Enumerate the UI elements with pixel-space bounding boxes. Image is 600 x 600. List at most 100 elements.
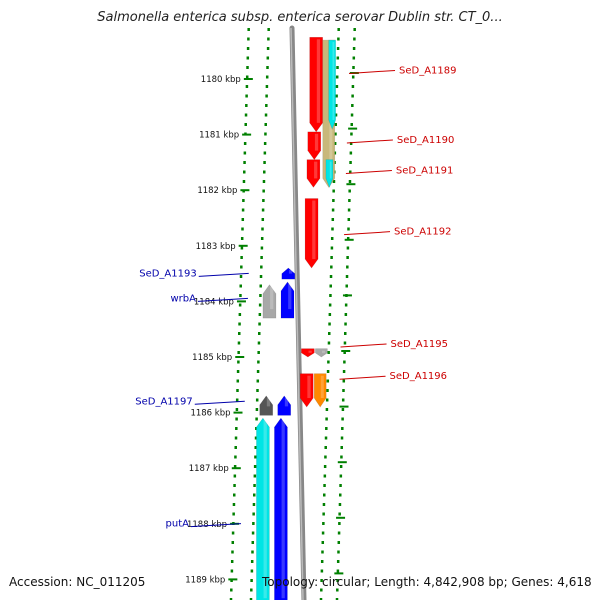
right-inner-rail-dot: [320, 579, 323, 582]
left-outer-rail-dot: [244, 113, 248, 117]
feature-label: SeD_A1190: [397, 135, 455, 146]
left-inner-rail-dot: [252, 522, 255, 525]
left-outer-rail-dot: [237, 351, 240, 354]
right-outer-rail-dot: [343, 341, 347, 345]
right-inner-rail-dot: [334, 123, 337, 126]
right-outer-rail-dot: [339, 474, 343, 478]
left-inner-rail-dot: [258, 303, 262, 307]
axis-tick-label: 1186 kbp: [190, 409, 230, 419]
right-outer-rail-dot: [348, 199, 351, 202]
left-outer-rail-dot: [236, 370, 240, 373]
left-inner-rail-dot: [262, 199, 265, 202]
right-inner-rail-dot: [326, 370, 330, 373]
right-inner-rail-dot: [323, 474, 327, 478]
left-outer-rail-dot: [242, 180, 246, 183]
right-outer-rail-dot: [351, 94, 354, 98]
axis-tick-label: 1182 kbp: [197, 186, 237, 196]
left-outer-rail-dot: [233, 484, 236, 487]
left-outer-rail-dot: [240, 265, 243, 269]
right-inner-rail-dot: [330, 237, 334, 240]
left-inner-rail-dot: [259, 275, 263, 278]
right-outer-rail-dot: [351, 85, 355, 88]
left-inner-rail-dot: [264, 113, 268, 117]
left-inner-rail-dot: [260, 237, 264, 240]
reverse-gene-arrow-shade: [308, 350, 312, 353]
right-outer-rail-dot: [352, 47, 356, 50]
forward-gene-arrow-shade: [284, 397, 289, 407]
left-inner-rail-dot: [257, 351, 260, 354]
right-outer-rail-dot: [342, 379, 346, 383]
left-outer-rail-dot: [234, 436, 238, 440]
left-outer-rail-dot: [235, 398, 239, 402]
darkgray-feature-block-shade: [266, 397, 271, 407]
axis-tick-label: 1189 kbp: [185, 575, 225, 585]
right-outer-rail-dot: [341, 398, 345, 402]
right-inner-rail-dot: [328, 313, 332, 316]
right-inner-rail-dot: [328, 332, 331, 335]
right-inner-rail-dot: [328, 322, 331, 326]
reverse-gene-arrow: [301, 348, 315, 358]
right-outer-rail-dot: [351, 75, 355, 79]
left-outer-rail-dot: [238, 303, 242, 307]
right-outer-rail-dot: [338, 512, 341, 516]
left-inner-rail-dot: [250, 588, 253, 592]
left-outer-rail-dot: [245, 94, 248, 98]
right-outer-rail-dot: [346, 265, 349, 269]
left-inner-rail-dot: [263, 142, 267, 145]
left-outer-rail-dot: [231, 541, 235, 544]
left-inner-rail-dot: [252, 503, 256, 506]
right-outer-rail-dot: [336, 588, 339, 592]
feature-label-leader: [346, 139, 393, 144]
cyan-feature-block: [256, 417, 270, 600]
right-outer-rail-dot: [341, 417, 344, 421]
gray-feature-block-shade: [321, 350, 325, 353]
right-inner-rail-dot: [336, 47, 340, 50]
orange-feature-block-shade: [320, 375, 324, 399]
left-outer-rail-dot: [230, 560, 234, 563]
left-inner-rail-dot: [255, 398, 259, 402]
right-inner-rail-dot: [325, 427, 328, 430]
right-outer-rail-dot: [336, 579, 339, 582]
right-outer-rail-dot: [352, 56, 356, 60]
left-outer-rail-dot: [245, 75, 249, 79]
right-inner-rail-dot: [330, 256, 333, 259]
feature-label-leader: [194, 400, 245, 405]
left-inner-rail-dot: [266, 47, 270, 50]
left-outer-rail-dot: [244, 123, 247, 126]
left-inner-rail-dot: [251, 541, 255, 544]
right-inner-rail-dot: [331, 227, 334, 231]
right-outer-rail-dot: [337, 541, 341, 544]
left-inner-rail-dot: [257, 341, 261, 345]
left-inner-rail-dot: [267, 37, 270, 41]
feature-label: SeD_A1192: [394, 227, 452, 238]
right-inner-rail-dot: [329, 284, 332, 288]
left-inner-rail-dot: [258, 332, 261, 335]
right-outer-rail-dot: [349, 142, 353, 145]
left-outer-rail-dot: [239, 275, 243, 278]
right-inner-rail-dot: [325, 408, 329, 411]
left-inner-rail-dot: [258, 322, 261, 326]
left-inner-rail-dot: [253, 493, 256, 497]
left-outer-rail-dot: [233, 465, 237, 468]
left-outer-rail-dot: [235, 417, 238, 421]
right-inner-rail-dot: [335, 94, 338, 98]
right-outer-rail-dot: [339, 484, 342, 487]
forward-gene-arrow: [277, 395, 292, 416]
feature-label-leader: [197, 297, 248, 302]
right-inner-rail-dot: [328, 303, 332, 307]
left-inner-rail-dot: [264, 132, 267, 136]
left-outer-rail-dot: [232, 512, 235, 516]
left-inner-rail-dot: [262, 180, 266, 183]
left-inner-rail-dot: [251, 531, 255, 535]
left-outer-rail-dot: [238, 332, 241, 335]
right-inner-rail-dot: [331, 208, 335, 212]
reverse-gene-arrow: [309, 36, 323, 133]
right-inner-rail-dot: [323, 493, 326, 497]
feature-label-leader: [340, 343, 387, 348]
right-inner-rail-dot: [325, 417, 328, 421]
left-outer-rail-dot: [246, 47, 250, 50]
left-outer-rail-dot: [243, 161, 246, 164]
feature-label-leader: [348, 69, 396, 74]
